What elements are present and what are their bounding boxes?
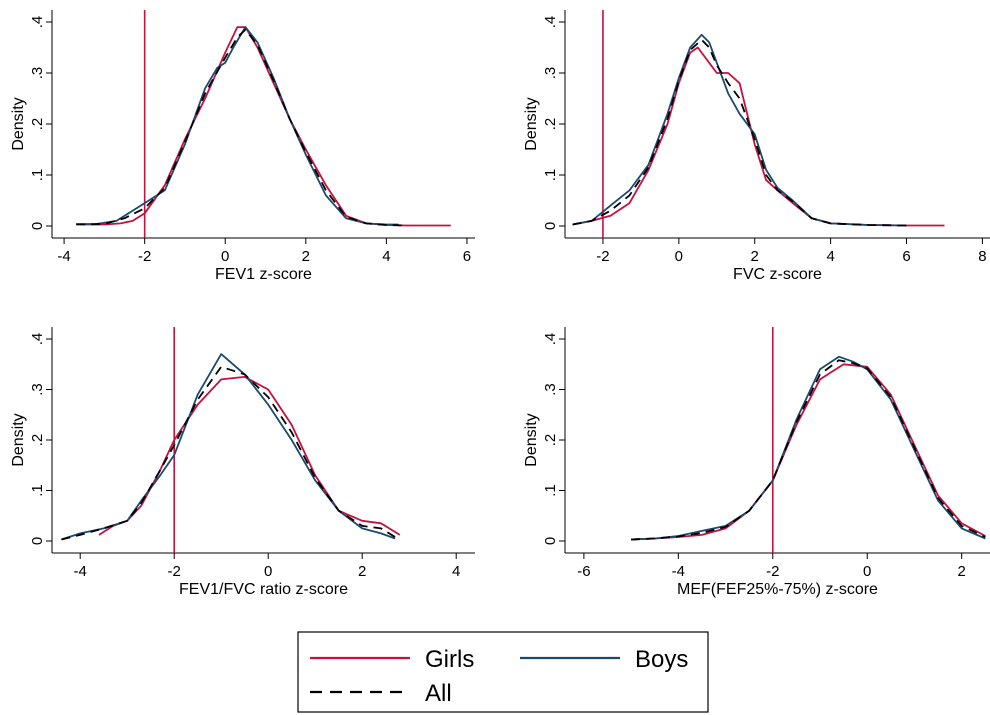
y-tick-label: .2 — [29, 118, 46, 131]
x-tick-label: 2 — [358, 563, 366, 580]
x-tick-label: -2 — [766, 563, 779, 580]
panel-fev1-fvc-ratio: 0 .1 .2 .3 .4 -4 -2 0 2 4 FEV1/FVC ratio z-score De… — [10, 327, 475, 598]
x-tick-label: 6 — [902, 248, 910, 265]
x-tick-label: 8 — [978, 248, 986, 265]
y-tick-label: .4 — [29, 333, 46, 346]
x-tick-label: 2 — [957, 563, 965, 580]
x-tick-label: -2 — [138, 248, 151, 265]
series-line-girls — [98, 376, 401, 536]
series-line-boys — [572, 33, 907, 227]
y-tick-label: .2 — [29, 434, 46, 447]
x-tick-label: 6 — [463, 248, 471, 265]
legend-box — [297, 631, 709, 713]
x-tick-label: -4 — [74, 563, 87, 580]
y-tick-label: 0 — [542, 222, 559, 230]
series-line-boys — [631, 355, 986, 541]
series-line-girls — [572, 46, 945, 227]
y-tick-label: .2 — [542, 118, 559, 131]
y-tick-label: 0 — [29, 222, 46, 230]
legend: Girls Boys All — [297, 631, 709, 713]
series-line-all — [631, 359, 986, 541]
y-tick-label: .4 — [29, 16, 46, 29]
x-tick-label: 0 — [675, 248, 683, 265]
x-tick-label: 4 — [382, 248, 390, 265]
y-tick-label: .4 — [542, 16, 559, 29]
series-line-girls — [631, 363, 986, 541]
series-line-boys — [61, 353, 396, 541]
y-axis-title: Density — [523, 97, 540, 150]
x-tick-label: 0 — [863, 563, 871, 580]
x-axis-title: FVC z-score — [733, 266, 822, 283]
x-tick-label: 2 — [751, 248, 759, 265]
x-tick-label: -2 — [596, 248, 609, 265]
series-line-all — [76, 28, 407, 227]
y-tick-label: .3 — [542, 383, 559, 396]
series-line-all — [61, 365, 396, 541]
y-tick-label: .3 — [29, 67, 46, 80]
panel-fev1: 0 .1 .2 .3 .4 -4 -2 0 2 4 6 FEV1 z-score Density — [10, 10, 475, 283]
legend-girls-label: Girls — [425, 646, 474, 673]
x-tick-label: -4 — [672, 563, 685, 580]
x-axis-title: FEV1 z-score — [215, 266, 312, 283]
series-line-girls — [80, 26, 451, 227]
x-axis-title: FEV1/FVC ratio z-score — [179, 581, 348, 598]
y-tick-label: .3 — [29, 383, 46, 396]
series-line-boys — [76, 26, 399, 226]
y-axis-title: Density — [10, 97, 27, 150]
y-tick-label: 0 — [542, 537, 559, 545]
panel-fvc: 0 .1 .2 .3 .4 -2 0 2 4 6 8 FVC z-score Density — [523, 10, 990, 283]
x-tick-label: 2 — [302, 248, 310, 265]
y-tick-label: .1 — [542, 169, 559, 182]
y-tick-label: .1 — [29, 484, 46, 497]
legend-boys-label: Boys — [635, 646, 688, 673]
y-axis-title: Density — [523, 413, 540, 466]
x-tick-label: -6 — [577, 563, 590, 580]
x-tick-label: 4 — [452, 563, 460, 580]
y-tick-label: .1 — [29, 169, 46, 182]
y-tick-label: .3 — [542, 67, 559, 80]
x-tick-label: 4 — [826, 248, 834, 265]
x-tick-label: -4 — [57, 248, 70, 265]
panel-mef: 0 .1 .2 .3 .4 -6 -4 -2 0 2 MEF(FEF25%-75%) z-score… — [523, 327, 990, 598]
y-tick-label: .4 — [542, 333, 559, 346]
x-tick-label: 0 — [221, 248, 229, 265]
y-tick-label: .2 — [542, 434, 559, 447]
x-tick-label: 0 — [264, 563, 272, 580]
x-tick-label: -2 — [168, 563, 181, 580]
legend-all-label: All — [425, 680, 452, 707]
y-tick-label: 0 — [29, 537, 46, 545]
x-axis-title: MEF(FEF25%-75%) z-score — [677, 581, 878, 598]
y-tick-label: .1 — [542, 484, 559, 497]
series-line-all — [572, 38, 907, 227]
y-axis-title: Density — [10, 413, 27, 466]
